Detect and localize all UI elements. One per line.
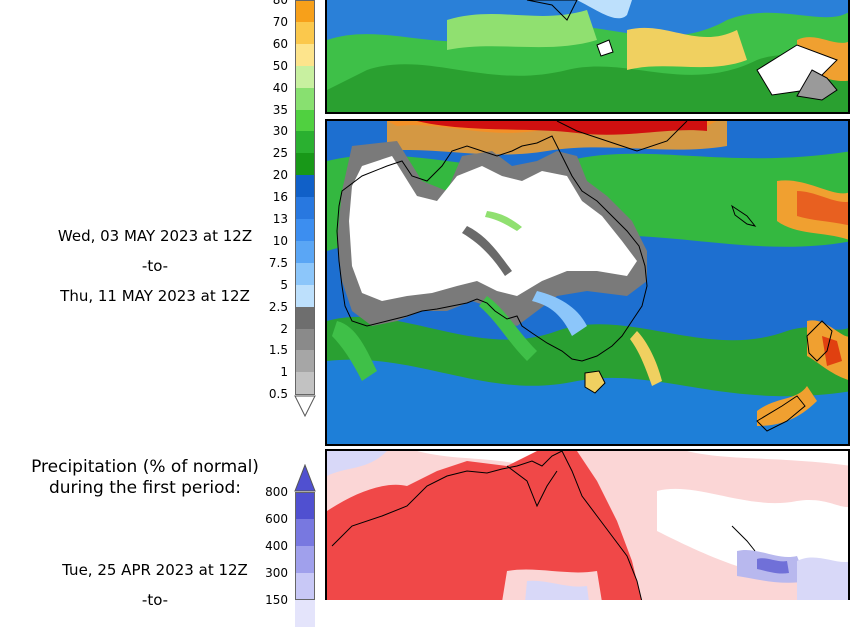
colorbar-segment: [295, 546, 315, 573]
colorbar-level-label: 1: [280, 365, 288, 380]
colorbar-level-label: 80: [272, 0, 288, 7]
colorbar-frame: [295, 0, 315, 395]
colorbar-level-label: 35: [272, 102, 288, 117]
colorbar-segment: [295, 284, 315, 307]
lower-period-start: Tue, 25 APR 2023 at 12Z: [62, 561, 248, 579]
colorbar-segment: [295, 87, 315, 110]
colorbar-segment: [295, 175, 315, 198]
colorbar-segment: [295, 328, 315, 351]
upper-period-start: Wed, 03 MAY 2023 at 12Z: [57, 227, 253, 245]
colorbar-level-label: 20: [272, 168, 288, 183]
colorbar-segment: [295, 197, 315, 220]
colorbar-level-label: 13: [272, 212, 288, 226]
upper-period-separator: -to-: [141, 257, 169, 275]
colorbar-level-label: 25: [272, 146, 288, 161]
colorbar-level-label: 10: [272, 233, 288, 248]
colorbar-segment: [295, 21, 315, 44]
colorbar-arrow-outline: [294, 395, 316, 421]
colorbar-frame: [295, 492, 315, 600]
colorbar-level-label: 2.5: [268, 299, 288, 314]
colorbar-segment: [295, 109, 315, 132]
lower-period-separator: -to-: [141, 591, 169, 609]
colorbar-level-label: 40: [272, 80, 288, 95]
colorbar-level-label: 16: [272, 190, 288, 205]
colorbar-level-label: 150: [265, 593, 288, 607]
colorbar-segment: [295, 519, 315, 546]
colorbar-segment: [295, 573, 315, 600]
colorbar-segment: [295, 0, 315, 22]
colorbar-level-label: 600: [265, 512, 288, 526]
colorbar-segment: [295, 492, 315, 519]
percent-normal-map: [325, 449, 850, 600]
lower-panel-title-line1: Precipitation (% of normal): [31, 457, 259, 477]
colorbar-segment: [295, 219, 315, 241]
colorbar-level-label: 800: [265, 485, 288, 499]
colorbar-segment: [295, 262, 315, 285]
upper-period-end: Thu, 11 MAY 2023 at 12Z: [60, 287, 250, 305]
colorbar-level-label: 30: [272, 124, 288, 139]
colorbar-segment: [295, 43, 315, 66]
main-precipitation-map: [325, 119, 850, 446]
colorbar-segment: [295, 153, 315, 176]
lower-panel-title-line2: during the first period:: [48, 478, 242, 498]
colorbar-segment: [295, 240, 315, 263]
colorbar-level-label: 70: [272, 14, 288, 29]
colorbar-level-label: 60: [272, 36, 288, 51]
colorbar-segment: [295, 131, 315, 154]
top-map-partial: [325, 0, 850, 114]
colorbar-level-label: 5: [280, 277, 288, 292]
colorbar-level-label: 300: [265, 566, 288, 580]
colorbar-level-label: 400: [265, 539, 288, 553]
colorbar-level-label: 50: [272, 58, 288, 73]
colorbar-segment: [295, 350, 315, 373]
colorbar-segment: [295, 372, 315, 395]
colorbar-level-label: 0.5: [268, 387, 288, 402]
colorbar-up-arrow: [294, 463, 316, 496]
colorbar-segment: [295, 600, 315, 627]
colorbar-segment: [295, 65, 315, 88]
colorbar-level-label: 7.5: [268, 255, 288, 270]
colorbar-level-label: 1.5: [268, 343, 288, 358]
colorbar-level-label: 2: [280, 321, 288, 336]
colorbar-segment: [295, 306, 315, 329]
